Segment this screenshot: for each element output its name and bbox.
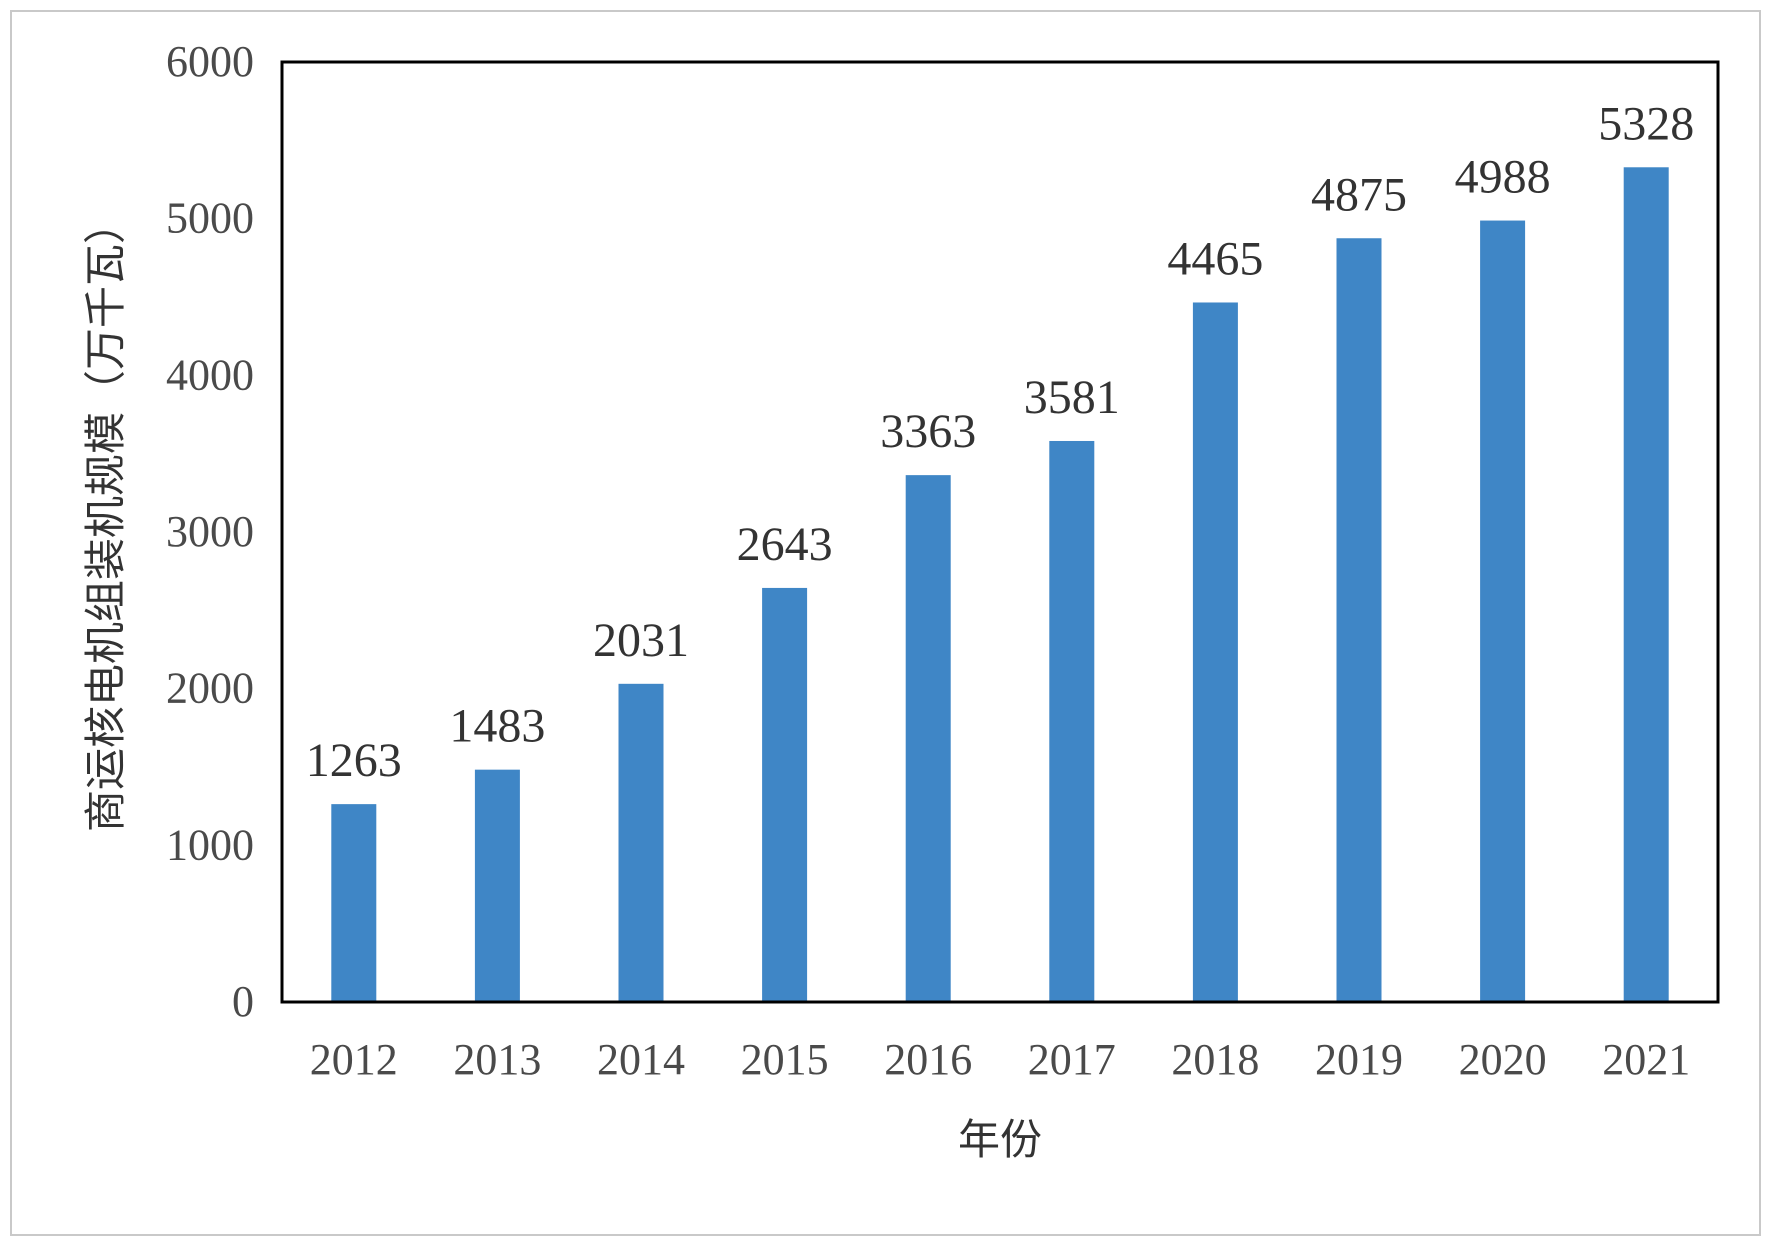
y-tick-label: 4000: [166, 350, 254, 399]
bar-data-label: 3581: [1024, 371, 1120, 424]
bar-data-label: 1263: [306, 734, 402, 787]
x-axis-title: 年份: [958, 1115, 1042, 1164]
bar: [1049, 440, 1095, 1002]
y-axis-ticks: 0 1000 2000 3000 4000 5000 6000: [166, 37, 254, 1026]
bar: [1192, 302, 1238, 1002]
plot-area-border: [280, 60, 1720, 1004]
bar-data-label: 4988: [1455, 151, 1551, 204]
x-tick-label: 2016: [884, 1035, 972, 1084]
x-tick-label: 2014: [597, 1035, 685, 1084]
chart-frame: 0 1000 2000 3000 4000 5000 6000 2012 2013 2014 20…: [10, 10, 1761, 1236]
y-tick-label: 2000: [166, 664, 254, 713]
y-tick-label: 0: [232, 977, 254, 1026]
bar: [1480, 220, 1526, 1003]
x-tick-label: 2017: [1028, 1035, 1116, 1084]
x-tick-label: 2019: [1315, 1035, 1403, 1084]
x-tick-label: 2018: [1171, 1035, 1259, 1084]
bar: [618, 683, 664, 1002]
bar-data-label: 3363: [880, 405, 976, 458]
y-tick-label: 1000: [166, 820, 254, 869]
bar-data-label: 2643: [737, 518, 833, 571]
x-tick-label: 2021: [1602, 1035, 1690, 1084]
bar: [762, 587, 808, 1002]
y-tick-label: 3000: [166, 507, 254, 556]
bar: [1336, 238, 1382, 1002]
bar: [331, 804, 377, 1002]
bar: [474, 769, 520, 1002]
x-tick-label: 2020: [1459, 1035, 1547, 1084]
bar: [905, 475, 951, 1002]
bar-data-label: 4465: [1167, 232, 1263, 285]
y-tick-label: 5000: [166, 194, 254, 243]
bar-data-label: 1483: [449, 700, 545, 753]
x-axis-ticks: 2012 2013 2014 2015 2016 2017 2018 2019 2020 2021: [310, 1035, 1690, 1084]
bars-layer: [331, 167, 1669, 1003]
y-tick-label: 6000: [166, 37, 254, 86]
x-tick-label: 2012: [310, 1035, 398, 1084]
bar-data-label: 5328: [1598, 97, 1694, 150]
bar-data-label: 4875: [1311, 168, 1407, 221]
bar: [1623, 167, 1669, 1002]
x-tick-label: 2015: [741, 1035, 829, 1084]
y-axis-title: 商运核电机组装机规模（万千瓦）: [81, 202, 130, 832]
x-tick-label: 2013: [453, 1035, 541, 1084]
data-labels: 1263 1483 2031 2643 3363 3581 4465 4875 4988 5328: [306, 97, 1694, 787]
bar-data-label: 2031: [593, 614, 689, 667]
